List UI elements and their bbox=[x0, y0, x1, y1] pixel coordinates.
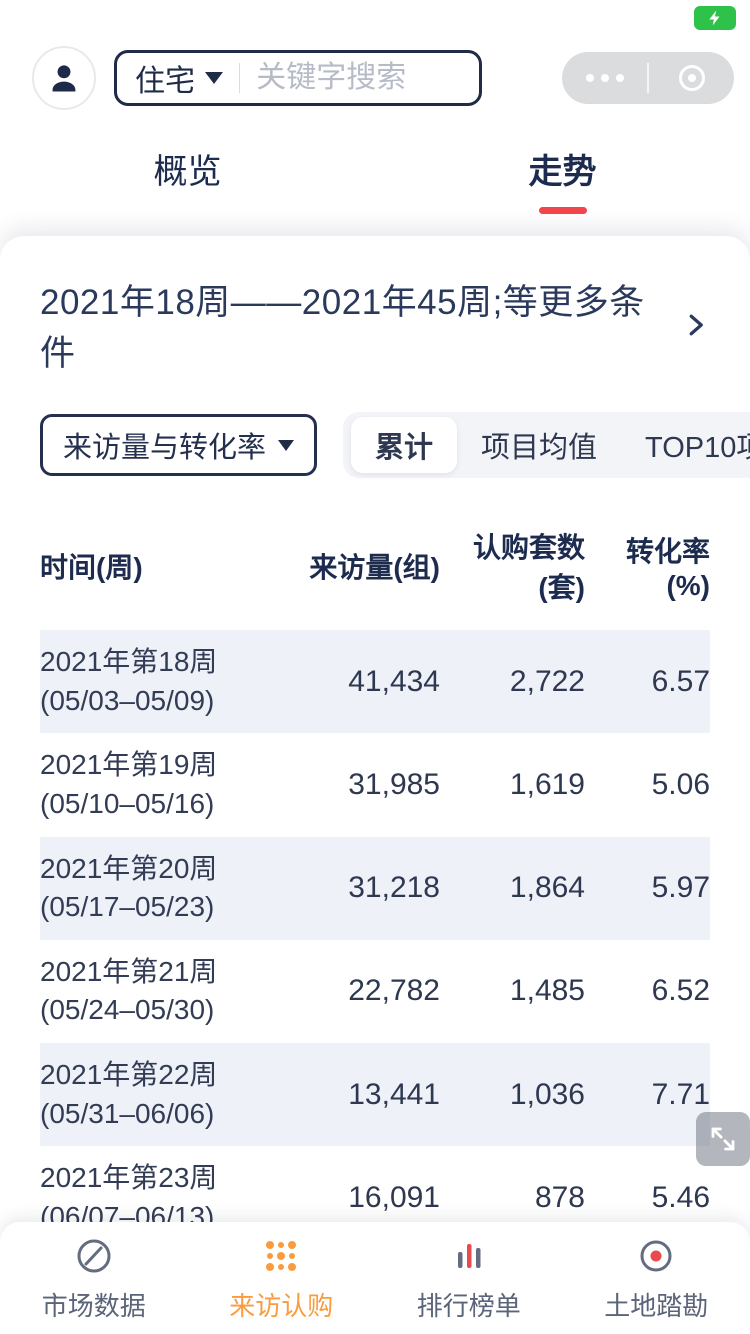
week-cell: 2021年第21周 (05/24–05/30) bbox=[40, 953, 290, 1030]
visits-cell: 41,434 bbox=[348, 664, 440, 698]
bottom-nav: 市场数据 来访认购 排行榜单 土地踏勘 bbox=[0, 1222, 750, 1334]
subscriptions-cell: 1,619 bbox=[509, 767, 585, 801]
rate-cell: 6.52 bbox=[651, 974, 710, 1008]
data-table: 时间(周) 来访量(组) 认购套数(套) 转化率(%) 2021年第18周 (0… bbox=[40, 502, 710, 1334]
header-visits: 来访量(组) bbox=[309, 552, 440, 583]
miniprogram-capsule bbox=[562, 52, 734, 104]
table-row: 2021年第19周 (05/10–05/16) 31,985 1,619 5.0… bbox=[40, 733, 710, 836]
week-cell: 2021年第19周 (05/10–05/16) bbox=[40, 746, 290, 823]
land-survey-target-icon bbox=[640, 1240, 672, 1271]
nav-label: 市场数据 bbox=[41, 1290, 146, 1321]
week-label: 2021年第19周 bbox=[40, 749, 218, 781]
dot-icon bbox=[585, 74, 594, 82]
header-subscriptions: 认购套数(套) bbox=[472, 532, 585, 603]
visits-cell: 31,218 bbox=[348, 871, 440, 905]
search-divider bbox=[239, 63, 241, 93]
visits-dots-icon bbox=[266, 1240, 297, 1271]
filter-summary-row[interactable]: 2021年18周——2021年45周;等更多条件 bbox=[40, 236, 710, 376]
table-row: 2021年第21周 (05/24–05/30) 22,782 1,485 6.5… bbox=[40, 940, 710, 1043]
close-circle-button[interactable] bbox=[649, 52, 734, 104]
search-input[interactable] bbox=[256, 61, 461, 95]
week-label: 2021年第18周 bbox=[40, 646, 218, 677]
tab-overview-label: 概览 bbox=[153, 153, 222, 191]
segment-top10[interactable]: TOP10项目 bbox=[645, 432, 750, 464]
nav-visits[interactable]: 来访认购 bbox=[188, 1234, 376, 1323]
segment-cumulative[interactable]: 累计 bbox=[351, 417, 458, 473]
nav-label: 来访认购 bbox=[229, 1290, 334, 1321]
chevron-right-icon bbox=[689, 314, 703, 336]
circle-icon bbox=[678, 65, 705, 91]
rate-cell: 7.71 bbox=[651, 1077, 710, 1111]
visits-cell: 31,985 bbox=[348, 767, 440, 801]
subscriptions-cell: 878 bbox=[534, 1180, 585, 1214]
segmented-control: 累计 项目均值 TOP10项目 bbox=[343, 412, 750, 478]
visits-cell: 22,782 bbox=[348, 974, 440, 1008]
filter-row: 来访量与转化率 累计 项目均值 TOP10项目 bbox=[40, 412, 750, 478]
week-cell: 2021年第18周 (05/03–05/09) bbox=[40, 643, 290, 720]
week-label: 2021年第23周 bbox=[40, 1162, 218, 1194]
charging-status-icon bbox=[694, 6, 736, 30]
header-rate: 转化率(%) bbox=[625, 536, 710, 601]
week-label: 2021年第20周 bbox=[40, 852, 218, 884]
visits-cell: 16,091 bbox=[348, 1180, 440, 1214]
market-data-icon bbox=[77, 1239, 111, 1272]
nav-rankings[interactable]: 排行榜单 bbox=[375, 1234, 563, 1323]
header: 住宅 bbox=[0, 0, 750, 110]
capsule-divider bbox=[647, 63, 649, 93]
tab-overview[interactable]: 概览 bbox=[0, 144, 375, 214]
tab-trend-label: 走势 bbox=[528, 153, 597, 191]
chevron-down-icon[interactable] bbox=[205, 72, 223, 84]
avatar[interactable] bbox=[32, 46, 96, 110]
subscriptions-cell: 1,485 bbox=[509, 974, 585, 1008]
rate-cell: 6.57 bbox=[651, 664, 710, 698]
top-tabs: 概览 走势 bbox=[0, 144, 750, 214]
nav-land-survey[interactable]: 土地踏勘 bbox=[563, 1234, 750, 1323]
dot-icon bbox=[600, 74, 609, 82]
week-label: 2021年第21周 bbox=[40, 955, 218, 987]
chevron-down-icon bbox=[278, 439, 295, 451]
week-range: (05/17–05/23) bbox=[40, 891, 215, 923]
tab-trend[interactable]: 走势 bbox=[375, 144, 750, 214]
subscriptions-cell: 1,036 bbox=[509, 1077, 585, 1111]
table-row: 2021年第22周 (05/31–06/06) 13,441 1,036 7.7… bbox=[40, 1043, 710, 1147]
nav-label: 土地踏勘 bbox=[604, 1290, 709, 1321]
content-card: 2021年18周——2021年45周;等更多条件 来访量与转化率 累计 项目均值… bbox=[0, 236, 750, 1334]
metric-dropdown-label: 来访量与转化率 bbox=[63, 432, 267, 464]
rate-cell: 5.46 bbox=[651, 1180, 710, 1214]
segment-project-average[interactable]: 项目均值 bbox=[481, 432, 598, 464]
more-menu-button[interactable] bbox=[562, 52, 647, 104]
subscriptions-cell: 1,864 bbox=[509, 871, 585, 905]
category-dropdown[interactable]: 住宅 bbox=[135, 65, 195, 98]
metric-dropdown[interactable]: 来访量与转化率 bbox=[40, 414, 318, 476]
table-row: 2021年第18周 (05/03–05/09) 41,434 2,722 6.5… bbox=[40, 630, 710, 734]
ranking-bars-icon bbox=[457, 1243, 481, 1268]
nav-market-data[interactable]: 市场数据 bbox=[0, 1234, 188, 1323]
expand-icon bbox=[711, 1127, 735, 1151]
table-row: 2021年第20周 (05/17–05/23) 31,218 1,864 5.9… bbox=[40, 836, 710, 940]
fullscreen-button[interactable] bbox=[696, 1112, 750, 1166]
week-range: (05/24–05/30) bbox=[40, 994, 215, 1026]
active-tab-underline bbox=[538, 207, 587, 214]
nav-label: 排行榜单 bbox=[416, 1290, 521, 1321]
week-cell: 2021年第22周 (05/31–06/06) bbox=[40, 1056, 290, 1133]
week-range: (05/10–05/16) bbox=[40, 787, 215, 819]
search-bar: 住宅 bbox=[114, 50, 482, 106]
visits-cell: 13,441 bbox=[348, 1077, 440, 1111]
header-week: 时间(周) bbox=[40, 552, 143, 583]
week-range: (05/31–06/06) bbox=[40, 1097, 215, 1129]
table-header-row: 时间(周) 来访量(组) 认购套数(套) 转化率(%) bbox=[40, 502, 710, 630]
rate-cell: 5.06 bbox=[651, 767, 710, 801]
person-icon bbox=[52, 65, 76, 92]
week-cell: 2021年第20周 (05/17–05/23) bbox=[40, 850, 290, 927]
dot-icon bbox=[615, 74, 624, 82]
rate-cell: 5.97 bbox=[651, 871, 710, 905]
week-label: 2021年第22周 bbox=[40, 1059, 218, 1090]
lightning-bolt-icon bbox=[709, 10, 720, 26]
filter-summary-title: 2021年18周——2021年45周;等更多条件 bbox=[40, 283, 645, 373]
week-range: (05/03–05/09) bbox=[40, 684, 215, 716]
subscriptions-cell: 2,722 bbox=[509, 664, 585, 698]
